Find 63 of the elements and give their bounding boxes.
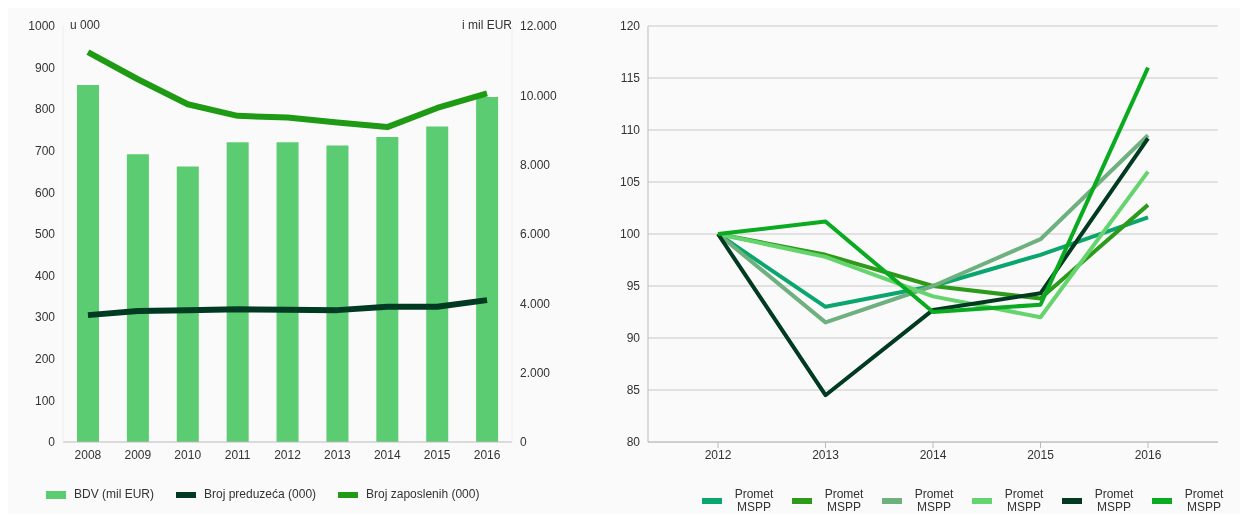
x-tick-label: 2013 — [812, 447, 840, 462]
bar — [476, 97, 499, 442]
legend-label: Broj preduzeća (000) — [204, 487, 317, 501]
line-series — [716, 136, 1150, 398]
y-tick-label: 120 — [619, 19, 641, 34]
bar — [376, 136, 399, 442]
x-tick-label: 2011 — [224, 447, 251, 462]
y-tick-label: 300 — [34, 310, 56, 325]
legend-label: Promet MSPP — [733, 487, 775, 514]
x-tick-label: 2016 — [1134, 447, 1162, 462]
x-tick-label: 2014 — [919, 447, 947, 462]
y-tick-label: 105 — [619, 175, 641, 190]
x-tick-label: 2015 — [423, 447, 451, 462]
legend-label: BDV (mil EUR) — [74, 487, 154, 501]
y-tick-label: 400 — [34, 268, 56, 283]
y-tick-label: 80 — [626, 435, 641, 450]
y2-tick-label: 4.000 — [520, 296, 551, 311]
x-tick-label: 2012 — [704, 447, 732, 462]
legend-label: Promet MSPP — [823, 487, 865, 514]
bar — [326, 145, 349, 442]
x-tick-label: 2015 — [1027, 447, 1055, 462]
y-axis-title: u 000 — [70, 18, 101, 32]
y2-tick-label: 0 — [520, 435, 527, 450]
bar — [426, 126, 449, 442]
bar — [226, 142, 249, 442]
y-tick-label: 100 — [619, 227, 641, 242]
x-tick-label: 2010 — [174, 447, 202, 462]
bar — [176, 166, 199, 442]
y-tick-label: 1000 — [28, 19, 56, 34]
y2-tick-label: 10.000 — [520, 88, 558, 103]
y-tick-label: 85 — [626, 383, 641, 398]
y2-tick-label: 8.000 — [520, 157, 551, 172]
line-series — [716, 65, 1150, 314]
x-tick-label: 2012 — [274, 447, 302, 462]
x-tick-label: 2013 — [324, 447, 352, 462]
y-tick-label: 110 — [620, 123, 641, 138]
y-tick-label: 95 — [626, 279, 641, 294]
x-tick-label: 2009 — [124, 447, 152, 462]
legend-label: Promet MSPP — [1093, 487, 1135, 514]
legend-label: Promet MSPP — [1183, 487, 1225, 514]
y-tick-label: 900 — [34, 60, 56, 75]
x-tick-label: 2016 — [473, 447, 501, 462]
y-tick-label: 600 — [34, 185, 56, 200]
y2-tick-label: 12.000 — [520, 19, 558, 34]
legend-label: Broj zaposlenih (000) — [366, 487, 480, 501]
y-tick-label: 200 — [34, 352, 56, 367]
y-tick-label: 700 — [34, 144, 56, 159]
y-tick-label: 90 — [626, 331, 641, 346]
y2-tick-label: 2.000 — [520, 365, 551, 380]
x-tick-label: 2008 — [74, 447, 102, 462]
legend-label: Promet MSPP — [913, 487, 955, 514]
y2-tick-label: 6.000 — [520, 227, 551, 242]
bar — [276, 142, 299, 442]
y-tick-label: 100 — [34, 393, 56, 408]
y2-axis-title: i mil EUR — [462, 18, 512, 32]
y-tick-label: 0 — [48, 435, 56, 450]
y-tick-label: 800 — [34, 102, 56, 117]
y-tick-label: 500 — [34, 227, 56, 242]
bar — [77, 84, 99, 442]
bar — [126, 154, 149, 442]
y-tick-label: 115 — [620, 71, 641, 86]
legend-label: Promet MSPP — [1003, 487, 1045, 514]
x-tick-label: 2014 — [373, 447, 401, 462]
